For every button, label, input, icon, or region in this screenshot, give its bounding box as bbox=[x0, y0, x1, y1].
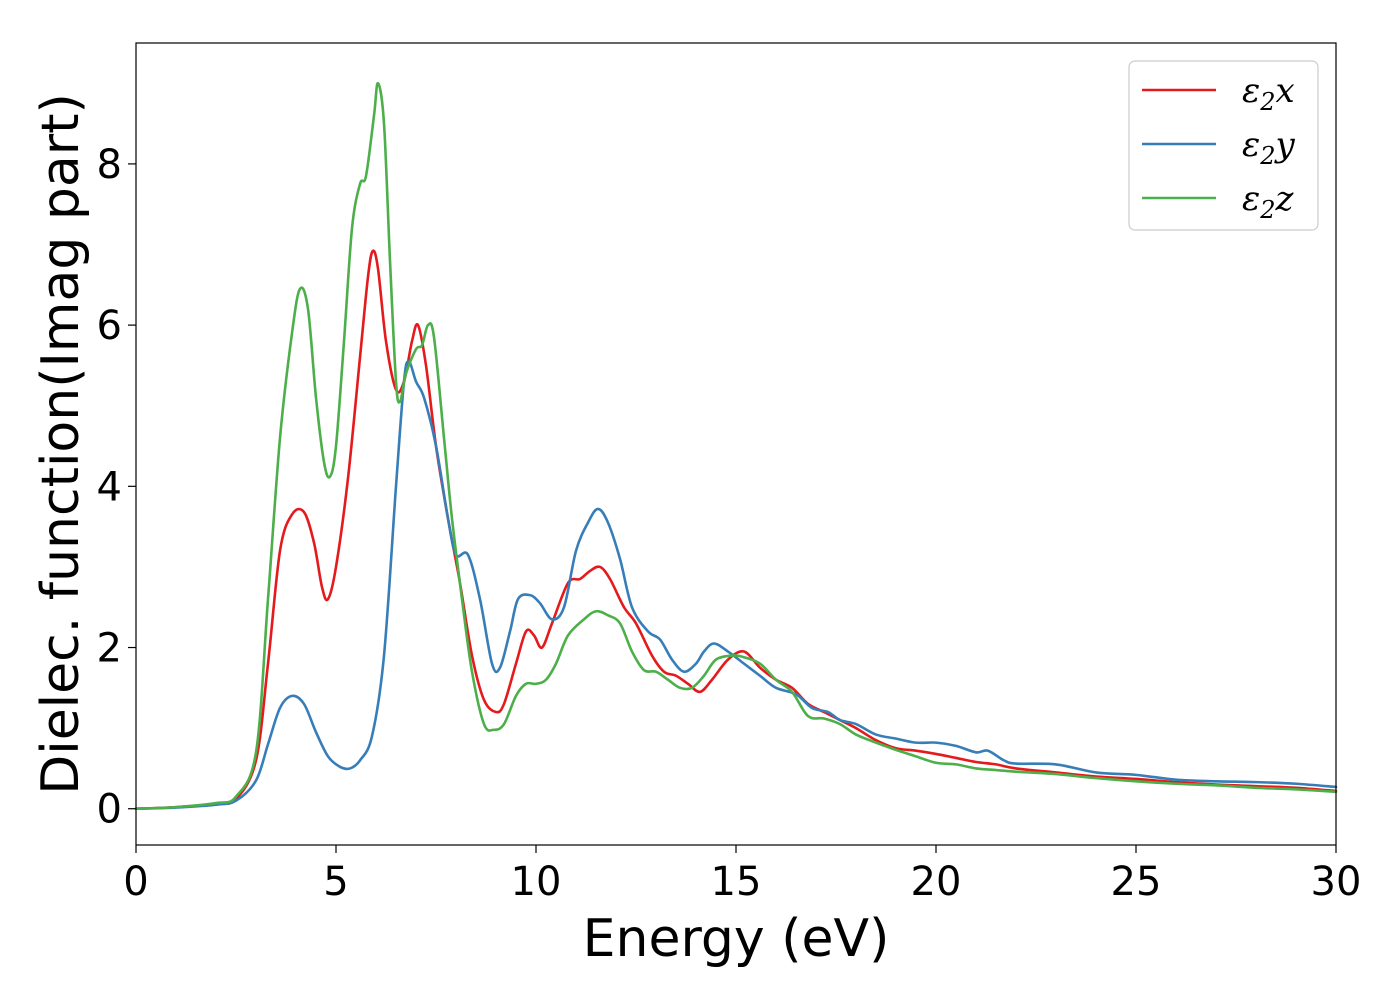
x-tick-label: 30 bbox=[1311, 859, 1362, 905]
series-layer bbox=[134, 81, 1338, 811]
legend-label: ε2y bbox=[1242, 125, 1296, 170]
x-tick-label: 0 bbox=[123, 859, 148, 905]
y-tick-label: 2 bbox=[97, 626, 122, 672]
series-line-y bbox=[134, 360, 1338, 811]
x-tick-label: 10 bbox=[511, 859, 562, 905]
y-tick-label: 6 bbox=[97, 303, 122, 349]
y-tick-label: 4 bbox=[97, 464, 122, 510]
series-line-x bbox=[134, 249, 1338, 811]
y-tick-label: 8 bbox=[97, 142, 122, 188]
x-tick-label: 20 bbox=[911, 859, 962, 905]
y-tick-label: 0 bbox=[97, 787, 122, 833]
x-axis: 0 5 10 15 20 25 30 bbox=[123, 845, 1361, 905]
y-axis: 0 2 4 6 8 bbox=[97, 142, 136, 833]
legend: ε2x ε2y ε2z bbox=[1128, 60, 1319, 231]
legend-box bbox=[1128, 60, 1319, 231]
x-tick-label: 15 bbox=[711, 859, 762, 905]
x-tick-label: 25 bbox=[1111, 859, 1162, 905]
legend-label: ε2z bbox=[1242, 179, 1295, 224]
y-axis-label: Dielec. function(Imag part) bbox=[31, 93, 91, 795]
legend-label: ε2x bbox=[1242, 71, 1295, 116]
x-tick-label: 5 bbox=[323, 859, 348, 905]
x-axis-label: Energy (eV) bbox=[583, 909, 890, 969]
series-line-z bbox=[134, 81, 1338, 811]
